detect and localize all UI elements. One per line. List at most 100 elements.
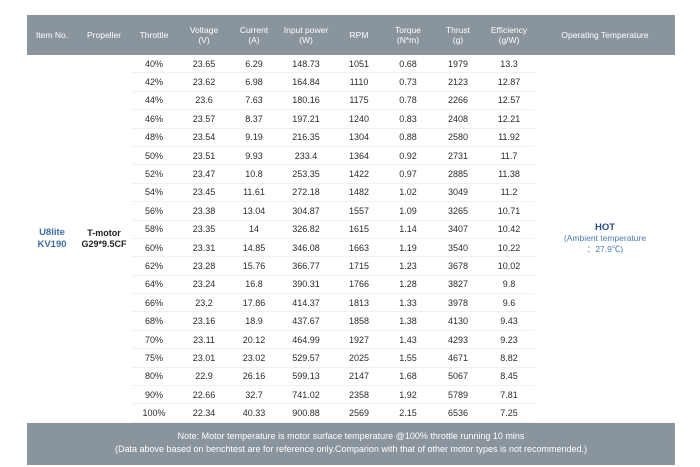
table-cell: 48% [131, 128, 177, 147]
table-row: 58% 23.35 14 326.82 1615 1.14 3407 10.42 [27, 220, 675, 239]
table-cell: 5067 [433, 367, 483, 387]
column-header-label: Voltage [189, 25, 219, 35]
table-cell: 2885 [433, 164, 483, 184]
table-cell: 9.23 [483, 330, 535, 350]
motor-test-table: Item No. Propeller Throttle Voltage (V) Curre… [27, 15, 675, 423]
table-row: 54% 23.45 11.61 272.18 1482 1.02 3049 11.2 [27, 183, 675, 203]
table-row: 100% 22.34 40.33 900.88 2569 2.15 6536 7.25 [27, 403, 675, 423]
table-cell: 13.04 [231, 201, 277, 221]
table-row: 90% 22.66 32.7 741.02 2358 1.92 5789 7.81 [27, 385, 675, 405]
table-cell: 1051 [335, 55, 383, 74]
table-cell: 23.57 [177, 109, 231, 129]
column-header-label: Torque [395, 25, 421, 35]
table-cell: 9.43 [483, 311, 535, 331]
table-cell: 529.57 [277, 348, 335, 368]
table-cell: 12.21 [483, 109, 535, 129]
table-cell: 3265 [433, 201, 483, 221]
table-cell: 23.62 [177, 72, 231, 92]
column-header-label: Efficiency [490, 25, 528, 35]
motor-test-table-container: Item No. Propeller Throttle Voltage (V) Curre… [27, 15, 675, 465]
table-cell: 0.88 [383, 128, 433, 147]
header-row: Item No. Propeller Throttle Voltage (V) Curre… [27, 15, 675, 55]
table-cell: 23.51 [177, 146, 231, 166]
table-row: 50% 23.51 9.93 233.4 1364 0.92 2731 11.7 [27, 146, 675, 166]
table-cell: 13.3 [483, 55, 535, 74]
table-cell: 7.63 [231, 91, 277, 111]
table-cell: 3978 [433, 293, 483, 313]
table-cell: 1.55 [383, 348, 433, 368]
table-cell: 10.8 [231, 164, 277, 184]
column-header-label: Throttle [139, 30, 169, 40]
table-cell: 60% [131, 238, 177, 258]
column-header: Efficiency (g/W) [483, 15, 535, 55]
table-cell: 54% [131, 183, 177, 203]
table-cell: 6536 [433, 403, 483, 423]
column-header-unit: (g) [452, 35, 464, 45]
table-body: U8lite KV190 T-motor G29*9.5CF 40% 23.65 6.29 1… [27, 55, 675, 423]
table-cell: 741.02 [277, 385, 335, 405]
table-cell: 11.7 [483, 146, 535, 166]
table-row: 75% 23.01 23.02 529.57 2025 1.55 4671 8.82 [27, 348, 675, 368]
column-header-label: Thrust [445, 25, 471, 35]
table-cell: 233.4 [277, 146, 335, 166]
table-cell: 22.34 [177, 403, 231, 423]
table-cell: 437.67 [277, 311, 335, 331]
table-cell: 4130 [433, 311, 483, 331]
table-cell: 46% [131, 109, 177, 129]
table-row: 64% 23.24 16.8 390.31 1766 1.28 3827 9.8 [27, 275, 675, 295]
table-cell: 16.8 [231, 275, 277, 295]
operating-temperature-cell: HOT (Ambient temperature ：27.9℃) [535, 55, 675, 422]
table-cell: 22.9 [177, 367, 231, 387]
table-cell: 11.2 [483, 183, 535, 203]
table-cell: 9.19 [231, 128, 277, 147]
table-cell: 23.31 [177, 238, 231, 258]
table-cell: 7.25 [483, 403, 535, 423]
table-cell: 11.61 [231, 183, 277, 203]
column-header-label: Propeller [86, 30, 122, 40]
temperature-status: HOT [594, 222, 616, 234]
table-cell: 3678 [433, 256, 483, 276]
table-cell: 3407 [433, 220, 483, 239]
table-cell: 1.09 [383, 201, 433, 221]
column-header: Propeller [77, 15, 131, 55]
propeller-model: G29*9.5CF [81, 238, 127, 249]
table-cell: 20.12 [231, 330, 277, 350]
table-cell: 9.6 [483, 293, 535, 313]
table-cell: 66% [131, 293, 177, 313]
table-cell: 346.08 [277, 238, 335, 258]
ambient-temperature-line-1: (Ambient temperature [563, 233, 647, 244]
table-cell: 1.38 [383, 311, 433, 331]
table-cell: 197.21 [277, 109, 335, 129]
table-row: U8lite KV190 T-motor G29*9.5CF 40% 23.65 6.29 1… [27, 55, 675, 254]
table-cell: 23.38 [177, 201, 231, 221]
table-cell: 26.16 [231, 367, 277, 387]
column-header: Voltage (V) [177, 15, 231, 55]
table-cell: 15.76 [231, 256, 277, 276]
column-header-label: RPM [349, 30, 369, 40]
column-header: Current (A) [231, 15, 277, 55]
table-cell: 1482 [335, 183, 383, 203]
table-row: 52% 23.47 10.8 253.35 1422 0.97 2885 11.38 [27, 164, 675, 184]
table-cell: 326.82 [277, 220, 335, 239]
table-cell: 23.02 [231, 348, 277, 368]
table-cell: 8.82 [483, 348, 535, 368]
table-cell: 464.99 [277, 330, 335, 350]
item-model: U8lite [39, 226, 65, 238]
column-header-label: Item No. [35, 30, 69, 40]
table-cell: 100% [131, 403, 177, 423]
table-cell: 0.73 [383, 72, 433, 92]
table-cell: 11.92 [483, 128, 535, 147]
table-cell: 23.01 [177, 348, 231, 368]
table-row: 66% 23.2 17.86 414.37 1813 1.33 3978 9.6 [27, 293, 675, 313]
table-cell: 272.18 [277, 183, 335, 203]
table-cell: 1422 [335, 164, 383, 184]
table-cell: 17.86 [231, 293, 277, 313]
table-cell: 22.66 [177, 385, 231, 405]
table-cell: 1663 [335, 238, 383, 258]
table-cell: 1979 [433, 55, 483, 74]
table-cell: 180.16 [277, 91, 335, 111]
table-cell: 2147 [335, 367, 383, 387]
table-cell: 14.85 [231, 238, 277, 258]
table-cell: 6.29 [231, 55, 277, 74]
table-cell: 1.28 [383, 275, 433, 295]
